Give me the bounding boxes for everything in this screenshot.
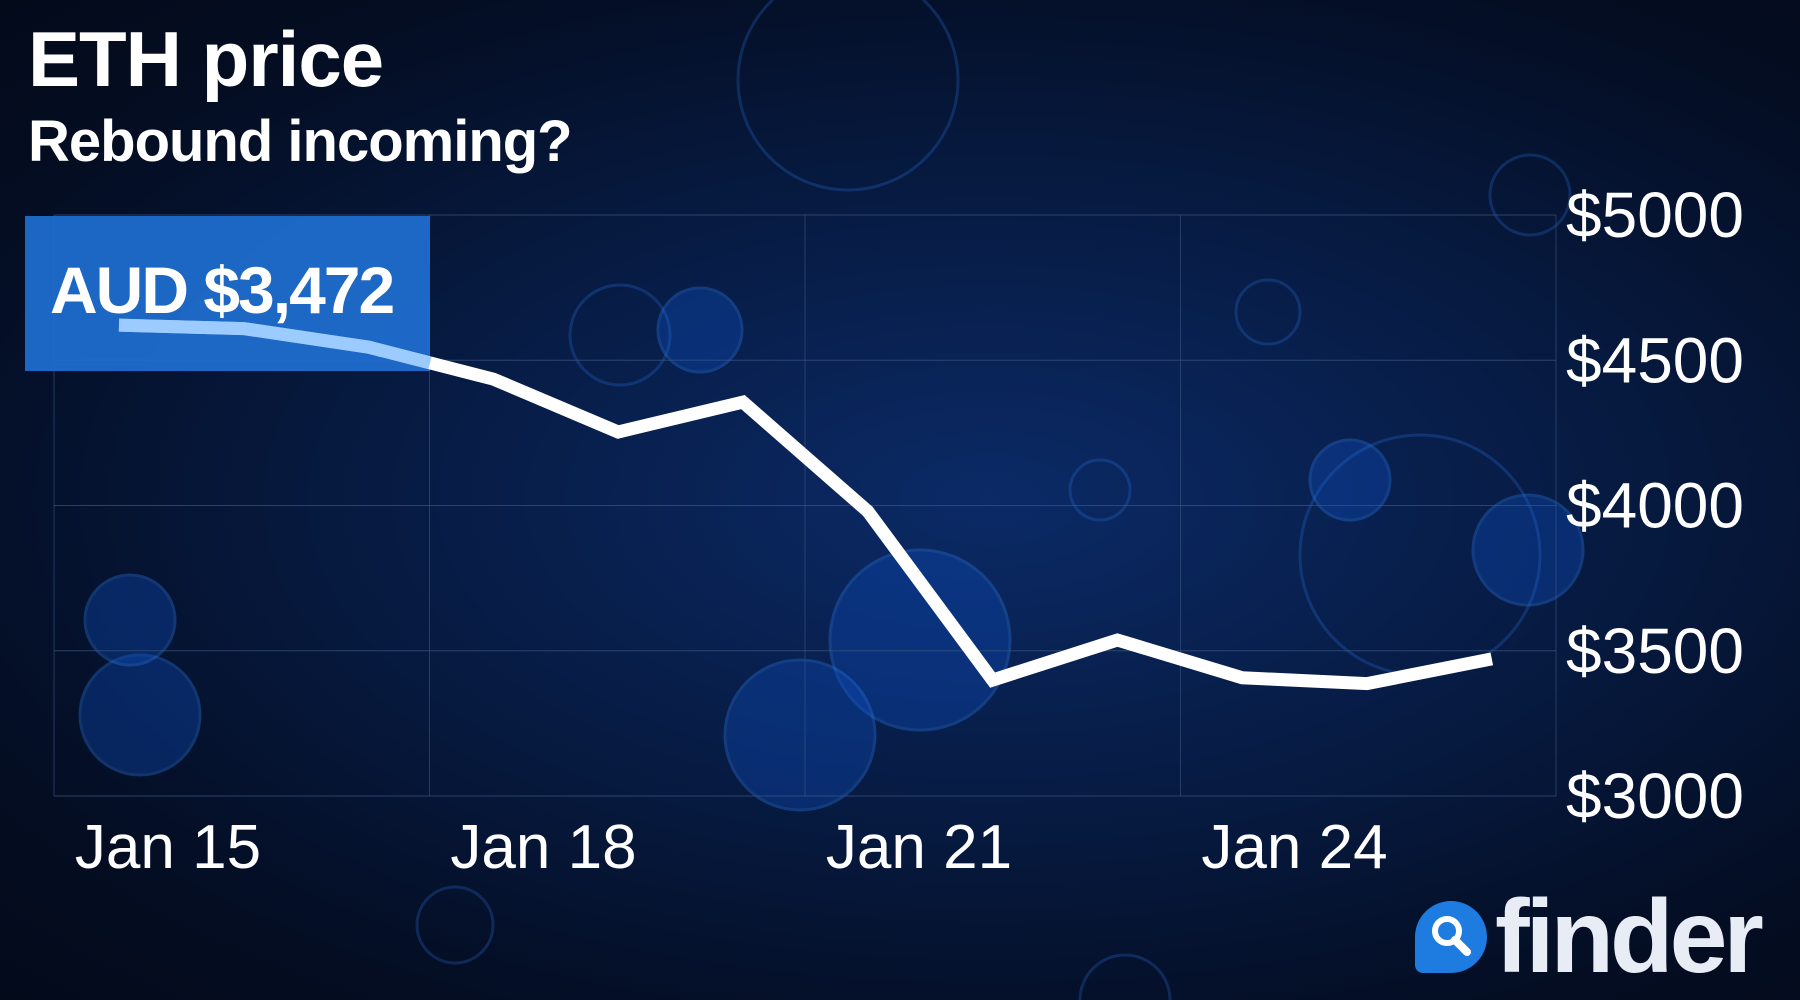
coin-decoration-icon bbox=[568, 283, 672, 387]
x-tick-label: Jan 18 bbox=[450, 813, 636, 882]
y-tick-label: $4500 bbox=[1566, 324, 1744, 396]
coin-decoration-icon bbox=[736, 0, 960, 192]
chart-subtitle: Rebound incoming? bbox=[28, 109, 573, 174]
coin-decoration-icon bbox=[1068, 458, 1132, 522]
coin-decoration-icon bbox=[1308, 438, 1392, 522]
coin-decoration-icon bbox=[828, 548, 1012, 732]
search-icon bbox=[1415, 901, 1487, 973]
brand-name: finder bbox=[1495, 879, 1764, 995]
coin-decoration-icon bbox=[723, 658, 877, 812]
y-tick-label: $3500 bbox=[1566, 615, 1744, 687]
coin-decoration-icon bbox=[1078, 953, 1172, 1000]
price-line-highlight bbox=[118, 318, 432, 370]
y-tick-label: $3000 bbox=[1566, 760, 1744, 832]
coin-decoration-icon bbox=[1488, 153, 1572, 237]
y-tick-label: $5000 bbox=[1566, 179, 1744, 251]
coin-decoration-icon bbox=[78, 653, 202, 777]
coin-decoration-icon bbox=[1234, 278, 1302, 346]
x-tick-label: Jan 15 bbox=[75, 813, 261, 882]
coin-decoration-icon bbox=[656, 286, 744, 374]
coin-decoration-icon bbox=[83, 573, 177, 667]
x-tick-label: Jan 24 bbox=[1201, 813, 1387, 882]
callout-label: AUD $3,472 bbox=[50, 253, 393, 327]
y-tick-label: $4000 bbox=[1566, 470, 1744, 542]
coin-decoration-icon bbox=[415, 885, 495, 965]
x-tick-label: Jan 21 bbox=[826, 813, 1012, 882]
finder-logo: finder bbox=[1415, 879, 1764, 995]
chart-title: ETH price bbox=[28, 15, 384, 103]
